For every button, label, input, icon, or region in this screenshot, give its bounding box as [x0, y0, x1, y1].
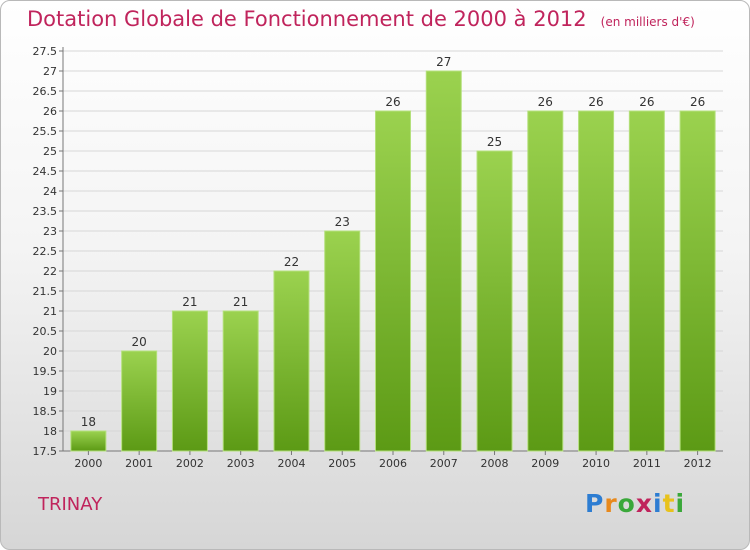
data-label: 27 — [436, 55, 451, 69]
data-label: 25 — [487, 135, 502, 149]
x-tick-label: 2010 — [582, 457, 610, 470]
logo-letter: r — [604, 489, 618, 518]
bar — [476, 150, 513, 452]
x-tick-label: 2003 — [227, 457, 255, 470]
data-label: 26 — [639, 95, 654, 109]
proxiti-logo: Proxiti — [585, 489, 685, 518]
logo-letter: i — [653, 489, 663, 518]
data-label: 26 — [588, 95, 603, 109]
x-tick-label: 2012 — [684, 457, 712, 470]
y-tick-label: 19 — [43, 385, 57, 398]
bar — [121, 350, 158, 452]
bar — [171, 310, 208, 452]
y-tick-label: 27.5 — [33, 45, 58, 58]
commune-name: TRINAY — [38, 494, 103, 515]
y-tick-label: 18.5 — [33, 405, 58, 418]
y-tick-label: 26 — [43, 105, 57, 118]
bar — [324, 230, 361, 452]
data-label: 26 — [538, 95, 553, 109]
bar — [375, 110, 411, 452]
data-label: 20 — [132, 335, 147, 349]
x-tick-label: 2004 — [277, 457, 305, 470]
y-tick-label: 21.5 — [33, 285, 58, 298]
x-tick-label: 2001 — [125, 457, 153, 470]
bar — [70, 430, 107, 452]
x-tick-label: 2002 — [176, 457, 204, 470]
y-tick-label: 22.5 — [33, 245, 58, 258]
bar — [222, 310, 259, 452]
y-tick-label: 18 — [43, 425, 57, 438]
chart-unit: (en milliers d'€) — [600, 15, 695, 29]
y-tick-label: 25.5 — [33, 125, 58, 138]
data-label: 18 — [81, 415, 96, 429]
y-tick-label: 26.5 — [33, 85, 58, 98]
x-tick-label: 2006 — [379, 457, 407, 470]
chart-title: Dotation Globale de Fonctionnement de 20… — [27, 7, 695, 31]
data-label: 21 — [233, 295, 248, 309]
bar — [578, 110, 615, 452]
chart-title-text: Dotation Globale de Fonctionnement de 20… — [27, 7, 587, 31]
y-tick-label: 24.5 — [33, 165, 58, 178]
y-tick-label: 17.5 — [33, 445, 58, 458]
bar — [679, 110, 716, 452]
bar — [273, 270, 310, 452]
y-tick-label: 23 — [43, 225, 57, 238]
data-label: 26 — [385, 95, 400, 109]
y-tick-label: 23.5 — [33, 205, 58, 218]
y-tick-label: 20 — [43, 345, 57, 358]
bar — [527, 110, 564, 452]
x-tick-label: 2007 — [430, 457, 458, 470]
data-label: 26 — [690, 95, 705, 109]
logo-letter: o — [617, 489, 636, 518]
x-tick-label: 2005 — [328, 457, 356, 470]
logo-letter: P — [585, 489, 605, 518]
bar — [628, 110, 665, 452]
y-tick-label: 24 — [43, 185, 57, 198]
data-label: 22 — [284, 255, 299, 269]
logo-letter: i — [675, 489, 686, 518]
x-tick-label: 2008 — [481, 457, 509, 470]
data-label: 21 — [182, 295, 197, 309]
y-tick-label: 21 — [43, 305, 57, 318]
x-tick-label: 2009 — [531, 457, 559, 470]
x-tick-label: 2011 — [633, 457, 661, 470]
logo-letter: t — [662, 489, 676, 518]
y-tick-label: 25 — [43, 145, 57, 158]
logo-letter: x — [635, 489, 653, 518]
y-tick-label: 27 — [43, 65, 57, 78]
bar — [425, 70, 462, 452]
y-tick-label: 19.5 — [33, 365, 58, 378]
x-tick-label: 2000 — [74, 457, 102, 470]
data-label: 23 — [335, 215, 350, 229]
y-tick-label: 20.5 — [33, 325, 58, 338]
y-tick-label: 22 — [43, 265, 57, 278]
